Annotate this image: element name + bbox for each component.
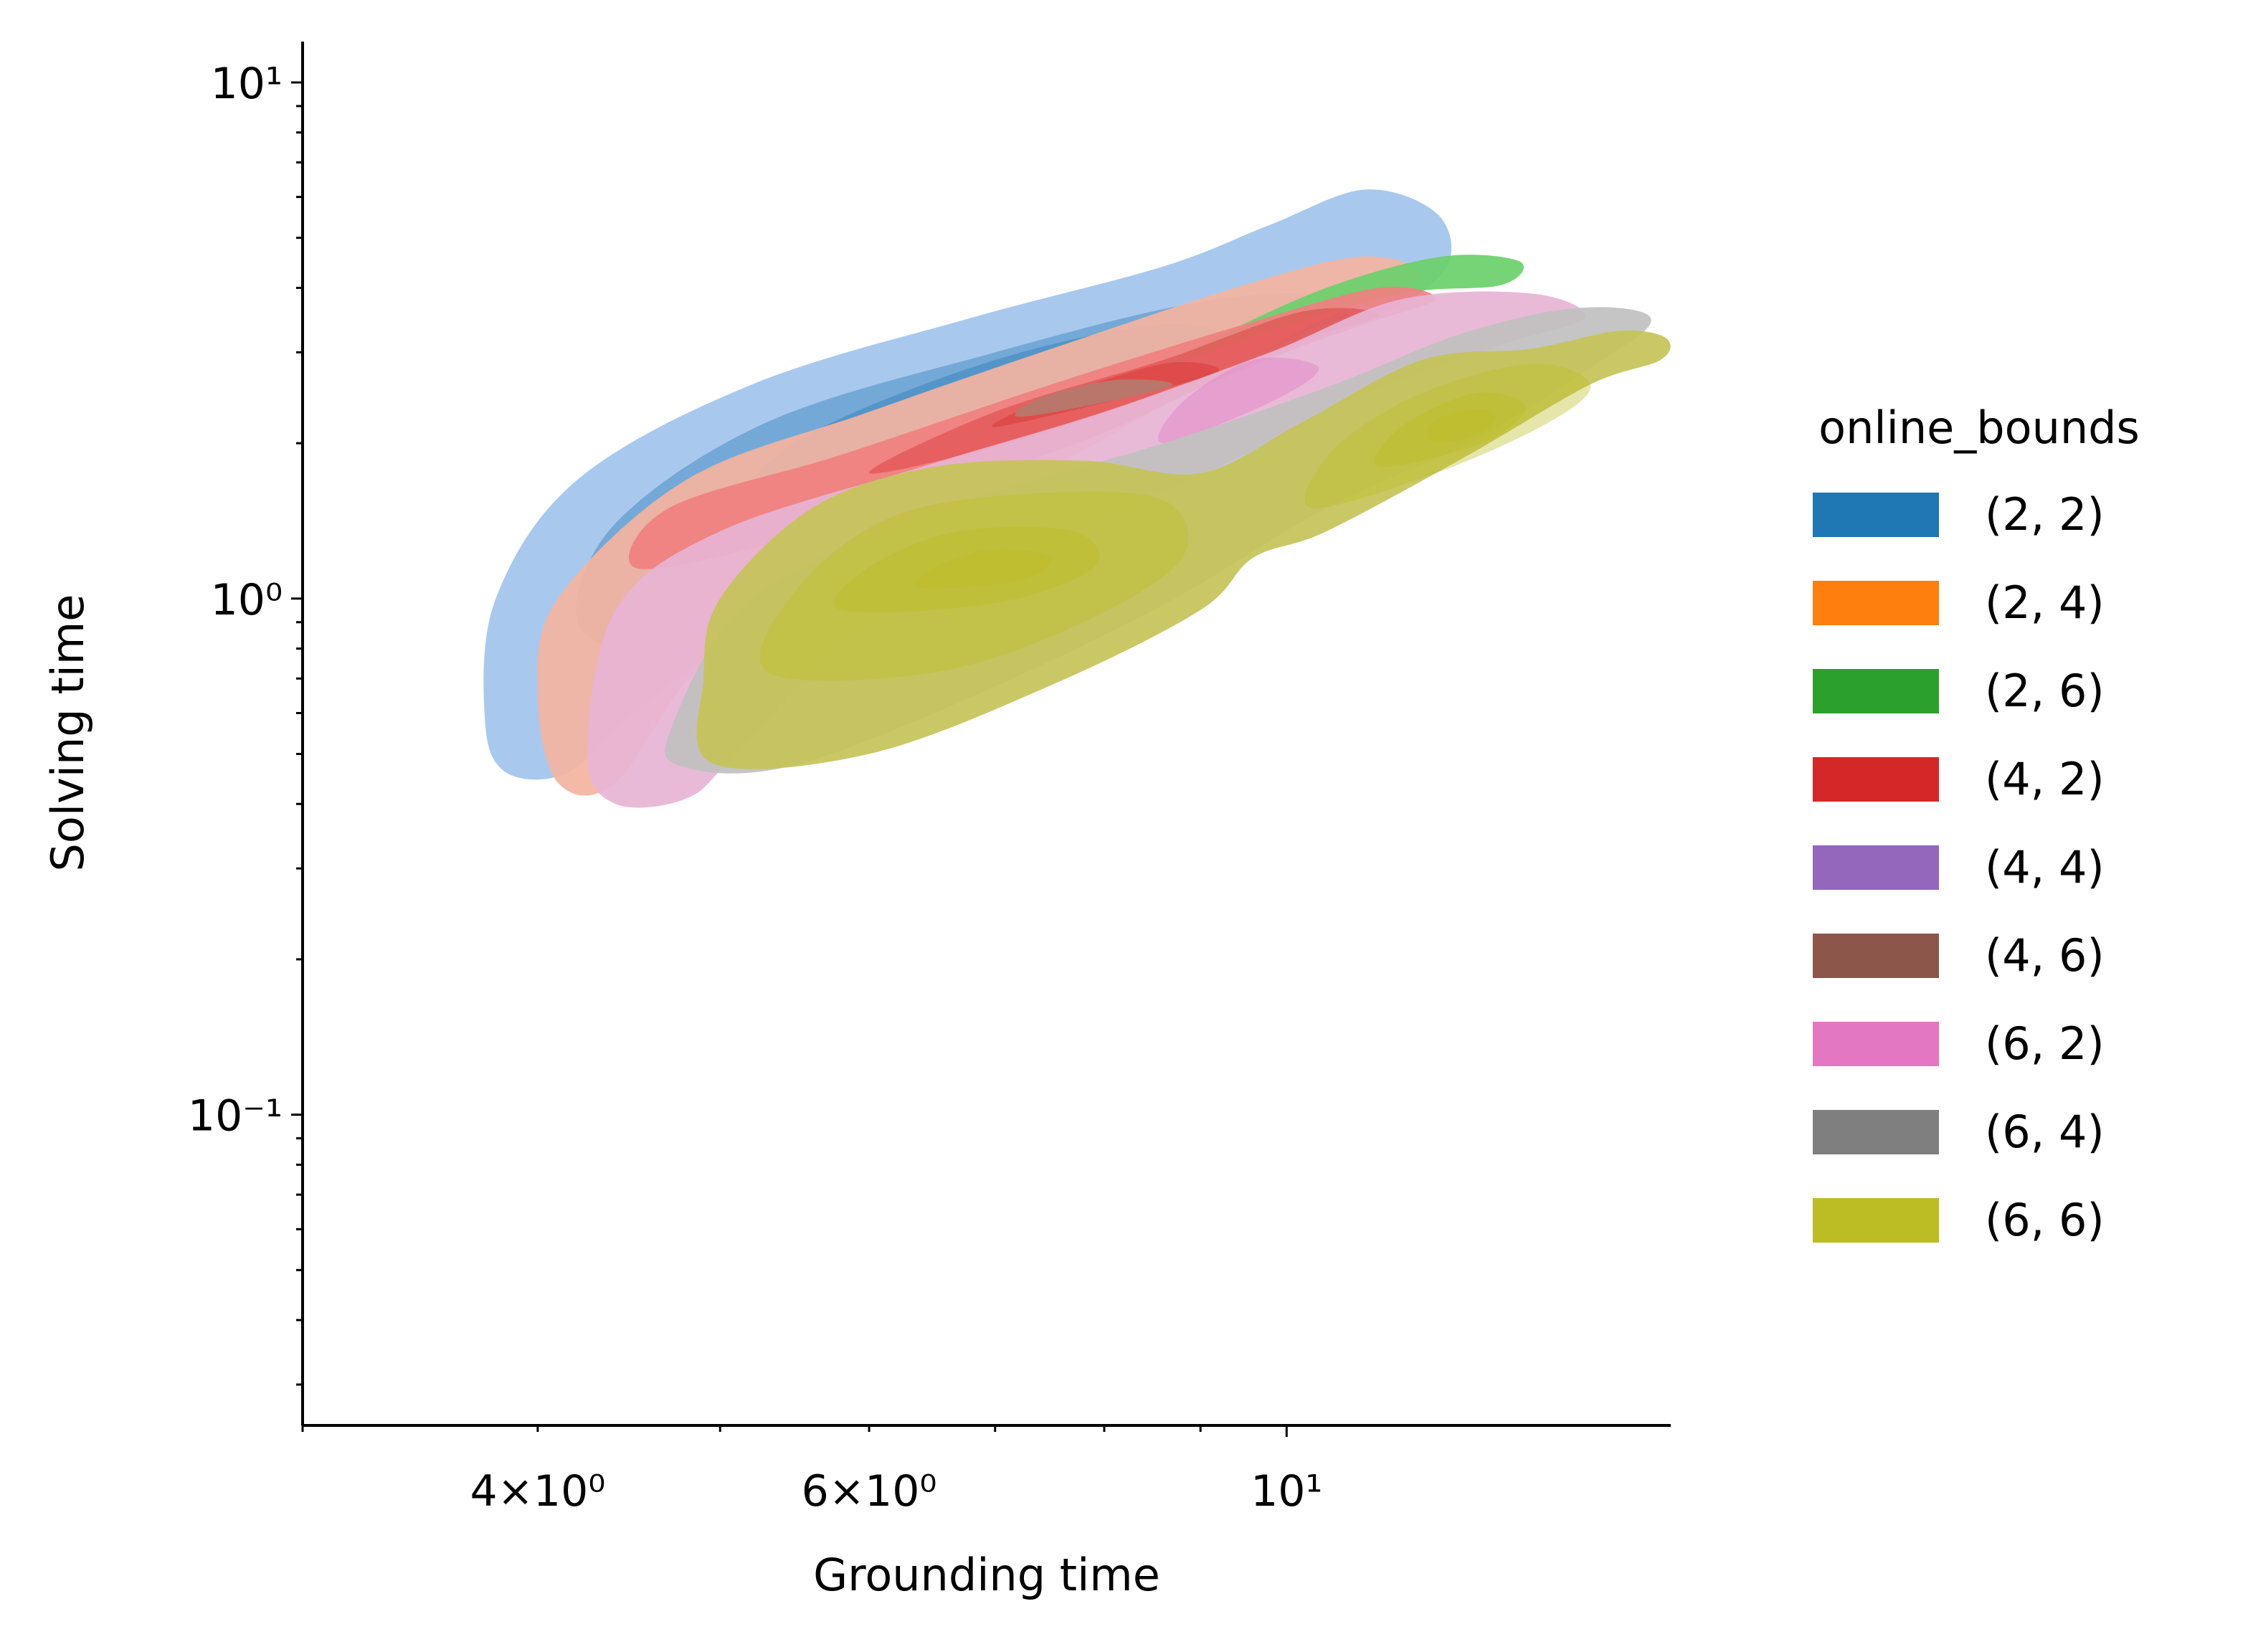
legend-label: (6, 6)	[1985, 1194, 2105, 1246]
kde-series	[696, 330, 1671, 769]
legend-label: (2, 4)	[1985, 576, 2105, 629]
legend-label: (4, 6)	[1985, 929, 2105, 982]
legend: online_bounds (2, 2) (2, 4) (2, 6) (4, 2) (4…	[1813, 402, 2140, 1246]
kde-series	[1151, 255, 1524, 372]
legend-label: (4, 4)	[1985, 841, 2105, 893]
legend-swatch	[1813, 493, 1939, 537]
kde-contour-level	[1151, 255, 1524, 372]
y-ticks: 10⁻¹ 10⁰ 10¹	[188, 59, 303, 1386]
kde-contour-level	[696, 330, 1671, 769]
y-tick-label: 10⁻¹	[188, 1091, 283, 1141]
legend-title: online_bounds	[1818, 402, 2140, 454]
legend-swatch	[1813, 669, 1939, 713]
plot-area: 4×10⁰ 6×10⁰ 10¹ 10⁻¹ 10⁰ 10¹	[188, 42, 1671, 1516]
kde-contour-level	[916, 548, 1053, 589]
y-axis-title: Solving time	[42, 594, 94, 872]
kde-contour-level	[834, 526, 1100, 613]
x-tick-label: 10¹	[1251, 1466, 1322, 1516]
x-ticks: 4×10⁰ 6×10⁰ 10¹	[301, 1425, 1322, 1516]
legend-swatch	[1813, 1022, 1939, 1066]
legend-label: (2, 2)	[1985, 488, 2105, 541]
x-tick-label: 6×10⁰	[802, 1466, 937, 1516]
legend-label: (2, 6)	[1985, 665, 2105, 717]
kde-contour-level	[1375, 392, 1526, 467]
legend-swatch	[1813, 757, 1939, 802]
legend-swatch	[1813, 934, 1939, 978]
legend-label: (6, 4)	[1985, 1106, 2105, 1158]
legend-swatch	[1813, 845, 1939, 890]
kde-contour-level	[1015, 379, 1173, 417]
kde-contour-level	[1157, 357, 1319, 444]
y-tick-label: 10¹	[211, 59, 283, 109]
legend-label: (4, 2)	[1985, 753, 2105, 805]
kde-series	[1015, 379, 1173, 417]
legend-swatch	[1813, 1198, 1939, 1243]
x-tick-label: 4×10⁰	[470, 1466, 605, 1516]
kde-contour-level	[1304, 364, 1591, 508]
legend-label: (6, 2)	[1985, 1017, 2105, 1070]
y-tick-label: 10⁰	[211, 575, 283, 625]
legend-swatch	[1813, 1110, 1939, 1154]
x-axis-title: Grounding time	[813, 1549, 1160, 1601]
kde-contour-level	[1427, 409, 1497, 444]
kde-contour-level	[759, 491, 1189, 681]
legend-swatch	[1813, 581, 1939, 625]
contour-layers	[483, 189, 1671, 808]
